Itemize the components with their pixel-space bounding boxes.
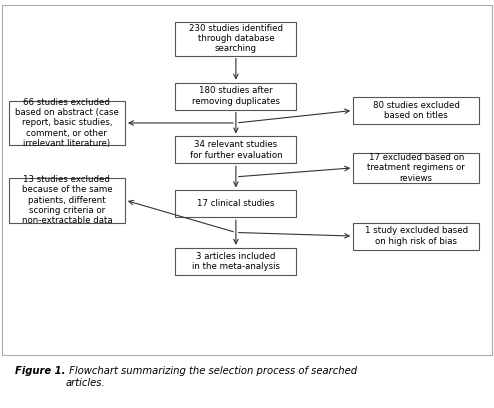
Text: 17 excluded based on
treatment regimens or
reviews: 17 excluded based on treatment regimens … (368, 153, 465, 183)
FancyBboxPatch shape (353, 97, 479, 124)
Text: 80 studies excluded
based on titles: 80 studies excluded based on titles (373, 101, 459, 120)
FancyBboxPatch shape (353, 153, 479, 183)
FancyBboxPatch shape (175, 136, 296, 163)
Text: 13 studies excluded
because of the same
patients, different
scoring criteria or
: 13 studies excluded because of the same … (22, 175, 112, 226)
FancyBboxPatch shape (175, 82, 296, 109)
Text: Figure 1.: Figure 1. (15, 366, 65, 377)
FancyBboxPatch shape (9, 178, 125, 223)
Text: 1 study excluded based
on high risk of bias: 1 study excluded based on high risk of b… (365, 226, 468, 246)
FancyBboxPatch shape (9, 100, 125, 145)
FancyBboxPatch shape (175, 190, 296, 217)
Text: 17 clinical studies: 17 clinical studies (197, 199, 275, 208)
FancyBboxPatch shape (175, 22, 296, 55)
Text: 3 articles included
in the meta-analysis: 3 articles included in the meta-analysis (192, 251, 280, 271)
FancyBboxPatch shape (353, 223, 479, 250)
Text: Flowchart summarizing the selection process of searched
articles.: Flowchart summarizing the selection proc… (66, 366, 357, 388)
Text: 230 studies identified
through database
searching: 230 studies identified through database … (189, 24, 283, 53)
Text: 34 relevant studies
for further evaluation: 34 relevant studies for further evaluati… (190, 140, 282, 160)
Text: 180 studies after
removing duplicates: 180 studies after removing duplicates (192, 86, 280, 106)
FancyBboxPatch shape (175, 248, 296, 275)
Text: 66 studies excluded
based on abstract (case
report, basic studies,
comment, or o: 66 studies excluded based on abstract (c… (15, 98, 119, 148)
